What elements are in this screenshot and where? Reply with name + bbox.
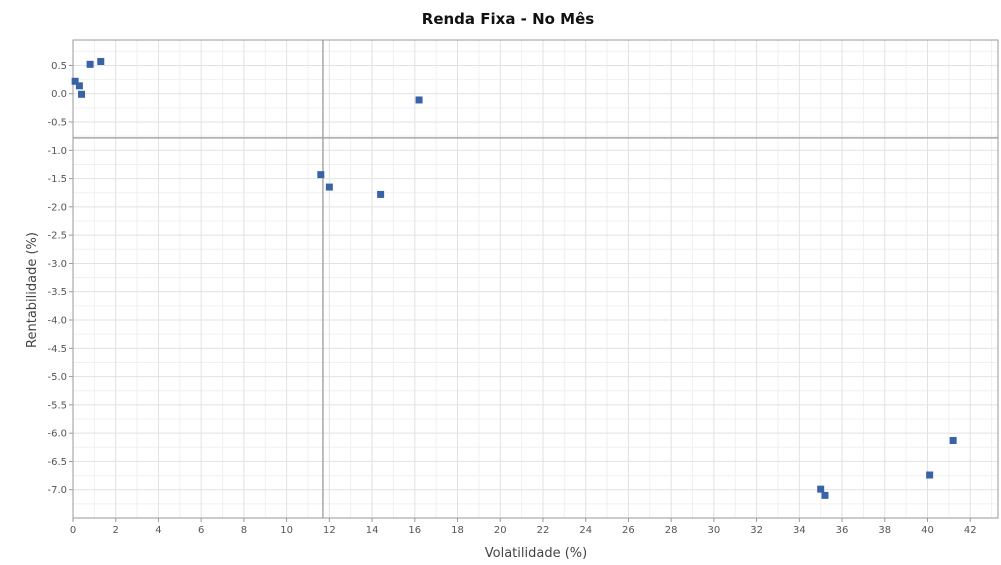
plot-background <box>73 40 998 518</box>
y-tick-label: -5.5 <box>47 400 67 411</box>
data-point <box>377 190 385 198</box>
data-point <box>415 96 423 104</box>
y-tick-label: 0.5 <box>51 61 67 72</box>
y-tick-label: -7.0 <box>47 485 67 496</box>
data-point <box>949 437 957 445</box>
x-tick-label: 12 <box>323 525 336 536</box>
chart-title: Renda Fixa - No Mês <box>422 10 595 28</box>
y-tick-label: -3.0 <box>47 259 67 270</box>
x-tick-label: 20 <box>494 525 507 536</box>
x-tick-label: 42 <box>964 525 977 536</box>
x-tick-label: 18 <box>451 525 464 536</box>
x-tick-label: 34 <box>793 525 806 536</box>
x-tick-label: 8 <box>241 525 247 536</box>
x-tick-label: 0 <box>70 525 76 536</box>
x-tick-label: 10 <box>280 525 293 536</box>
y-tick-label: -0.5 <box>47 118 67 129</box>
data-point <box>71 77 79 85</box>
x-tick-label: 36 <box>836 525 849 536</box>
x-tick-label: 26 <box>622 525 635 536</box>
data-point <box>325 183 333 191</box>
y-tick-label: -3.5 <box>47 287 67 298</box>
y-tick-label: -5.0 <box>47 372 67 383</box>
y-tick-label: -2.0 <box>47 202 67 213</box>
x-tick-label: 22 <box>537 525 550 536</box>
x-tick-label: 28 <box>665 525 678 536</box>
x-tick-label: 14 <box>366 525 379 536</box>
data-point <box>817 485 825 493</box>
y-tick-label: -1.5 <box>47 174 67 185</box>
plot-area: 0 2 4 6 8 10 12 14 16 18 20 22 24 26 28 30 32 34 36 38 40 420… <box>47 39 999 536</box>
y-tick-label: -4.0 <box>47 316 67 327</box>
y-tick-label: -4.5 <box>47 344 67 355</box>
data-point <box>97 57 105 65</box>
y-axis-title: Rentabilidade (%) <box>25 232 40 348</box>
data-point <box>317 171 325 179</box>
x-tick-label: 2 <box>113 525 119 536</box>
x-axis-title: Volatilidade (%) <box>485 546 587 561</box>
data-point <box>78 90 86 98</box>
data-point <box>86 60 94 68</box>
x-tick-label: 30 <box>708 525 721 536</box>
y-tick-label: 0.0 <box>51 89 67 100</box>
x-tick-label: 40 <box>921 525 934 536</box>
y-tick-label: -1.0 <box>47 146 67 157</box>
x-tick-label: 32 <box>750 525 763 536</box>
y-tick-label: -2.5 <box>47 231 67 242</box>
x-tick-label: 6 <box>198 525 204 536</box>
x-tick-label: 16 <box>408 525 421 536</box>
x-tick-label: 38 <box>878 525 891 536</box>
y-tick-label: -6.0 <box>47 429 67 440</box>
x-tick-label: 24 <box>579 525 592 536</box>
data-point <box>926 471 934 479</box>
plot-frame <box>72 39 999 519</box>
data-point <box>821 491 829 499</box>
x-tick-label: 4 <box>155 525 161 536</box>
data-point <box>75 82 83 90</box>
y-tick-label: -6.5 <box>47 457 67 468</box>
